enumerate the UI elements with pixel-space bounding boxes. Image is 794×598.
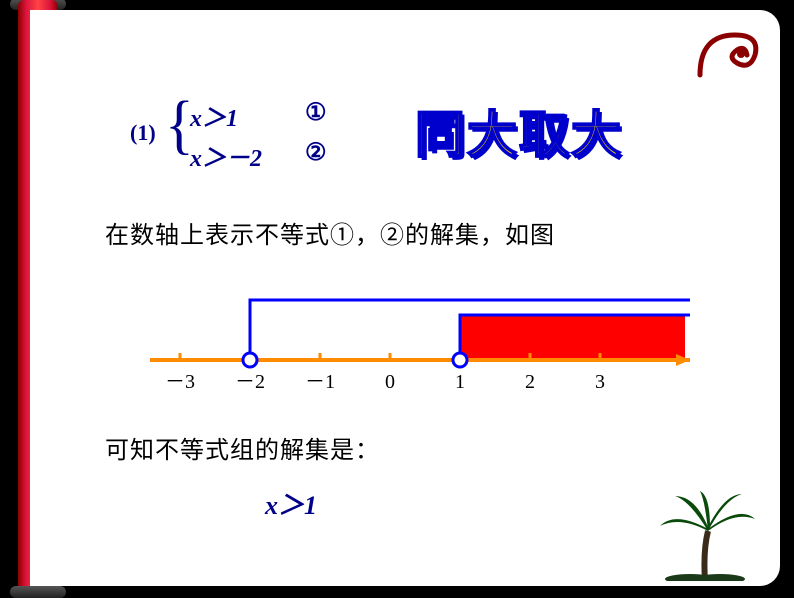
text-line-2: 可知不等式组的解集是：	[105, 430, 380, 465]
inequality-1: x＞1	[190, 98, 238, 133]
scroll-cap-bottom	[10, 586, 66, 598]
svg-text:－1: －1	[305, 371, 335, 393]
number-line-diagram: －3 －2 －1 0 1 2 3	[130, 285, 720, 405]
slide-content: (1) { x＞1 x＞－2 ① ② 同大取大 在数轴上表示不等式①，②的解集，…	[30, 10, 780, 586]
problem-label: (1)	[130, 120, 156, 146]
circle-marker-2: ②	[305, 138, 327, 167]
answer-text: x＞1	[265, 485, 317, 522]
svg-text:－3: －3	[165, 371, 195, 393]
circle-marker-1: ①	[305, 98, 327, 127]
svg-text:－2: －2	[235, 371, 265, 393]
corner-ornament-icon	[695, 25, 765, 85]
text-line-1: 在数轴上表示不等式①，②的解集，如图	[105, 215, 555, 250]
svg-text:0: 0	[385, 371, 395, 393]
title-art: 同大取大	[415, 95, 623, 167]
svg-text:2: 2	[525, 371, 535, 393]
svg-text:1: 1	[455, 371, 465, 393]
palm-tree-icon	[650, 491, 760, 581]
svg-text:3: 3	[595, 371, 605, 393]
inequality-2: x＞－2	[190, 138, 262, 173]
